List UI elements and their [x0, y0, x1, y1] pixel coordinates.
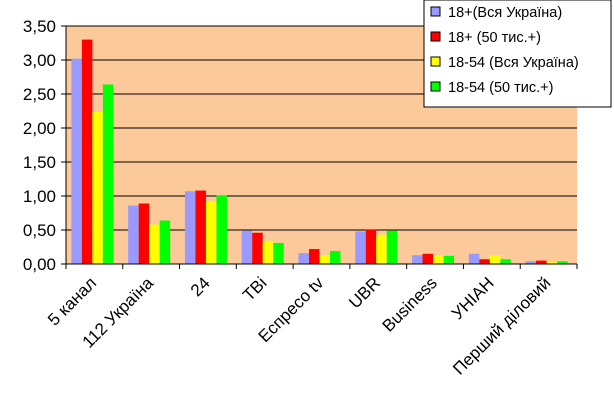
axes — [65, 26, 578, 269]
bar — [128, 205, 139, 264]
bar — [241, 230, 253, 264]
bar — [468, 253, 480, 264]
bar — [536, 260, 547, 264]
bar — [557, 261, 568, 264]
y-tick-label: 0,00 — [23, 255, 56, 274]
bar — [412, 255, 423, 264]
bar — [376, 234, 387, 264]
y-tick-label: 0,50 — [23, 221, 56, 240]
x-tick-label: Перший діловий — [449, 273, 554, 378]
x-tick-label: Business — [379, 273, 441, 335]
bar — [273, 242, 284, 264]
legend-swatch — [430, 31, 441, 42]
bar — [489, 255, 501, 264]
bar — [184, 191, 196, 264]
x-tick-label: 24 — [187, 273, 214, 300]
bar — [365, 229, 377, 264]
legend-swatch — [430, 81, 441, 92]
legend-label: 18+ (50 тис.+) — [448, 30, 541, 46]
bar — [443, 255, 455, 264]
bar — [546, 261, 558, 264]
bar — [252, 232, 263, 264]
x-tick-label: 5 канал — [44, 273, 100, 329]
bar — [71, 58, 82, 264]
bar — [102, 84, 114, 264]
y-tick-label: 1,00 — [23, 187, 56, 206]
y-tick-label: 3,50 — [23, 17, 56, 36]
bar — [500, 259, 511, 264]
y-tick-label: 3,00 — [23, 51, 56, 70]
bar — [479, 259, 490, 264]
legend-swatch — [430, 6, 441, 17]
y-tick-label: 2,50 — [23, 85, 56, 104]
bar — [355, 231, 366, 264]
bar — [159, 220, 171, 264]
bar — [525, 261, 537, 264]
bar — [149, 224, 160, 264]
x-tick-label: TBi — [239, 273, 270, 304]
legend-label: 18-54 (50 тис.+) — [448, 80, 553, 96]
y-tick-labels: 0,00 0,50 1,00 1,50 2,00 2,50 3,00 3,50 — [23, 17, 56, 274]
bar — [138, 203, 150, 264]
x-tick-label: UBR — [345, 273, 384, 312]
x-tick-label: УНІАН — [448, 273, 498, 323]
bar — [422, 253, 434, 264]
bar — [330, 251, 341, 264]
bar — [205, 201, 217, 264]
bar — [433, 255, 444, 264]
y-tick-label: 1,50 — [23, 153, 56, 172]
bar — [319, 255, 330, 264]
bar — [262, 240, 274, 264]
y-tick-label: 2,00 — [23, 119, 56, 138]
bar — [309, 249, 320, 264]
bar — [298, 253, 309, 264]
legend-label: 18-54 (Вся Україна) — [448, 55, 579, 71]
legend: 18+(Вся Україна) 18+ (50 тис.+) 18-54 (Вся… — [423, 0, 612, 108]
bar — [216, 195, 227, 264]
bar — [386, 230, 398, 264]
bar — [92, 111, 103, 265]
bars — [71, 39, 568, 265]
legend-swatch — [430, 56, 441, 67]
bar — [81, 39, 93, 264]
legend-box — [423, 0, 612, 108]
legend-label: 18+(Вся Україна) — [448, 5, 562, 21]
bar — [195, 190, 206, 264]
